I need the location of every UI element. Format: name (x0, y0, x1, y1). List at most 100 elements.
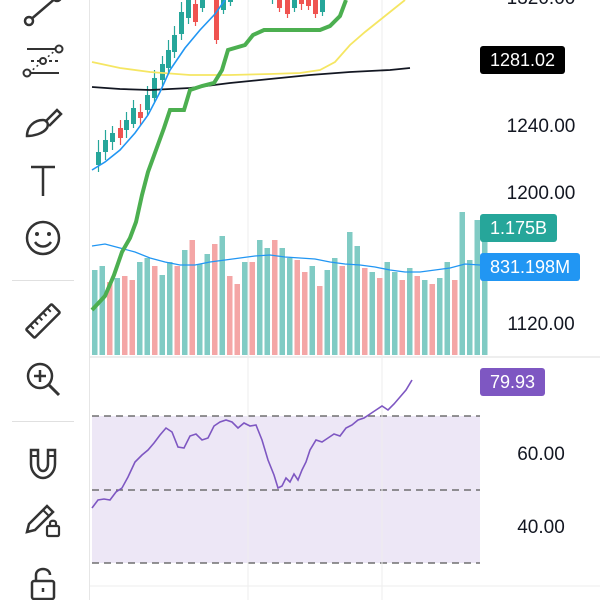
volume-bar (167, 262, 173, 355)
candle-body (152, 78, 157, 98)
volume-bar (467, 260, 473, 355)
candle-body (221, 0, 226, 10)
emoji-icon (25, 220, 61, 256)
price-axis-label: 1120.00 (507, 314, 575, 335)
candle-body (179, 12, 184, 34)
volume-bar (407, 268, 413, 355)
price-axis-label-top: 1320.00 (482, 0, 600, 10)
volume-bar (182, 250, 188, 355)
brush-tool[interactable] (14, 97, 72, 147)
candle-body (103, 140, 108, 152)
candle-body (124, 120, 129, 130)
volume-bar (452, 280, 458, 355)
candle-body (96, 152, 101, 165)
volume-bar (249, 262, 255, 355)
volume-bar (422, 280, 428, 355)
volume-ma-line (91, 243, 481, 273)
volume-bar (302, 272, 308, 355)
volume-bar (99, 266, 105, 355)
volume-bar (339, 266, 345, 355)
supertrend-line (90, 0, 348, 312)
volume-bar (429, 284, 435, 355)
volume-bar (354, 246, 360, 355)
volume-bar (369, 272, 375, 355)
price-axis-label: 1200.00 (506, 183, 576, 204)
measure-tool[interactable] (14, 296, 72, 346)
volume-bar (444, 262, 450, 355)
text-tool[interactable] (14, 155, 72, 205)
lock-tool[interactable] (14, 558, 72, 600)
toolbar-divider (12, 421, 74, 422)
fib-tool[interactable] (14, 36, 72, 86)
volume-bar (107, 282, 113, 355)
candle-body (186, 0, 191, 18)
candle-body (306, 0, 311, 6)
moving-average-yellow (91, 0, 406, 76)
candle-body (277, 0, 282, 8)
fib-retracement-icon (22, 44, 64, 78)
volume-bar (317, 286, 323, 355)
volume-bar (137, 262, 143, 355)
lock-drawings-tool[interactable] (14, 495, 72, 545)
candle-body (285, 0, 290, 14)
volume-bar (122, 276, 128, 355)
moving-average-black (91, 67, 411, 91)
volume-bar (264, 248, 270, 355)
text-icon (31, 165, 55, 196)
chart-area[interactable]: 1320.00 1240.00 1200.00 1120.00 60.00 40… (90, 0, 600, 600)
ma-value-badge: 1281.02 (480, 46, 566, 74)
chart-canvas[interactable] (90, 0, 600, 600)
price-axis-label: 1240.00 (506, 116, 576, 137)
candle-body (110, 133, 115, 142)
magnet-icon (29, 448, 57, 480)
candles (96, 0, 325, 172)
emoji-tool[interactable] (14, 213, 72, 263)
volume-bar (272, 240, 278, 355)
volume-bar (414, 276, 420, 355)
volume-bar (227, 276, 233, 355)
zoom-tool[interactable] (14, 354, 72, 404)
trend-line-tool[interactable] (14, 0, 72, 32)
candle-body (138, 112, 143, 118)
volume-bar (212, 244, 218, 355)
ruler-icon (25, 303, 61, 339)
candle-body (166, 50, 171, 68)
lock-icon (30, 567, 56, 600)
volume-bar (174, 266, 180, 355)
drawing-toolbar (0, 0, 90, 600)
candle-body (299, 0, 304, 4)
volume-bar (399, 280, 405, 355)
candle-body (131, 108, 136, 124)
volume-value-badge: 1.175B (480, 214, 558, 242)
volume-bar (474, 220, 480, 355)
volume-bar (384, 262, 390, 355)
candle-body (292, 0, 297, 8)
candle-body (214, 0, 219, 40)
volume-bar (144, 258, 150, 355)
candle-body (313, 0, 318, 14)
volume-bar (159, 275, 165, 355)
volume-bar (347, 232, 353, 355)
rsi-axis-label: 60.00 (517, 444, 565, 465)
volume-bar (377, 278, 383, 355)
volume-bar (234, 284, 240, 355)
volume-bar (279, 248, 285, 355)
volume-ma-badge: 831.198M (480, 253, 581, 281)
brush-icon (25, 108, 63, 138)
volume-bar (257, 240, 263, 355)
volume-bar (392, 272, 398, 355)
moving-average-blue (91, 0, 226, 171)
rsi-axis-label: 40.00 (517, 517, 565, 538)
pencil-lock-icon (25, 504, 61, 538)
volume-bar (92, 270, 98, 355)
candle-body (145, 95, 150, 110)
candle-body (228, 0, 233, 2)
volume-bar (114, 278, 120, 355)
volume-bar (332, 258, 338, 355)
volume-bar (459, 212, 465, 355)
volume-bar (204, 254, 210, 355)
magnet-tool[interactable] (14, 437, 72, 487)
volume-bar (324, 270, 330, 355)
volume-bar (287, 258, 293, 355)
volume-bar (197, 264, 203, 355)
